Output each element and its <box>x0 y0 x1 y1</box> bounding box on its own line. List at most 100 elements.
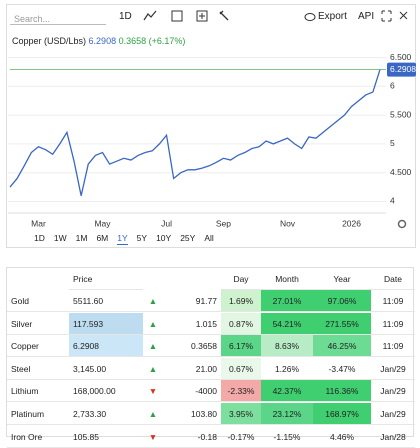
table-cell: 42.37% <box>261 380 313 403</box>
range-button[interactable]: 10Y <box>156 233 172 243</box>
range-button[interactable]: 1W <box>53 233 67 243</box>
table-cell: Jan/29 <box>371 403 415 425</box>
row-label: Iron Ore <box>7 426 69 448</box>
fullscreen-icon[interactable] <box>381 10 392 22</box>
x-tick-label: Mar <box>31 218 46 228</box>
calendar-icon[interactable] <box>171 10 183 22</box>
down-arrow: ▼ <box>143 380 163 403</box>
window-icons <box>381 10 408 22</box>
y-tick-label: 4 <box>390 196 395 206</box>
table-cell: 54.21% <box>261 312 313 335</box>
toolbar-icons <box>143 10 229 22</box>
table-cell: 116.36% <box>313 380 371 403</box>
row-label: Lithium <box>7 380 69 403</box>
quote-last: 6.2908 <box>88 36 117 46</box>
table-cell: 6.2908 <box>69 335 143 358</box>
last-price-tag <box>387 62 416 77</box>
row-label: Platinum <box>7 403 69 425</box>
row-label: Silver <box>7 313 69 335</box>
table-cell: Jan/29 <box>371 358 415 380</box>
table-cell: 91.77 <box>163 290 221 312</box>
range-button[interactable]: 1Y <box>117 233 128 245</box>
table-cell: 168,000.00 <box>69 380 143 403</box>
quote-change-pct: (+6.17%) <box>148 36 186 46</box>
y-tick-label: 5 <box>390 138 395 148</box>
table-cell: -1.15% <box>261 426 313 448</box>
export-icon <box>304 13 316 21</box>
table-cell: Jan/28 <box>371 426 415 448</box>
table-cell: 0.87% <box>221 312 261 335</box>
table-cell: Jan/29 <box>371 380 415 403</box>
x-tick-label: Jul <box>161 218 172 228</box>
export-button[interactable]: Export <box>318 11 347 22</box>
x-tick-label: Nov <box>280 218 296 228</box>
search-box[interactable]: Search... <box>10 9 106 25</box>
table-cell: 105.85 <box>69 426 143 448</box>
settings-icon[interactable] <box>397 219 407 229</box>
tools-icon[interactable] <box>219 10 229 21</box>
range-button[interactable]: 6M <box>96 233 109 243</box>
x-tick-label: Sep <box>216 218 231 228</box>
range-bar: 1D 1W 1M 6M 1Y 5Y 10Y 25Y All <box>34 233 223 245</box>
add-icon-plus <box>199 13 205 19</box>
chart: 4 4.500 5 5.500 6 6.500 Mar May Jul Sep Nov 2026 6.2… <box>8 52 416 229</box>
close-icon[interactable] <box>399 11 408 20</box>
table-cell: 11:09 <box>371 290 415 312</box>
table-cell: 27.01% <box>261 290 313 312</box>
table-cell: -0.17% <box>221 426 261 448</box>
table-cell: 3.95% <box>221 403 261 425</box>
last-price-label: 6.2908 <box>390 64 416 74</box>
table-cell: 0.67% <box>221 357 261 380</box>
up-arrow: ▲ <box>143 313 163 335</box>
table-cell: 11:09 <box>371 313 415 335</box>
table-cell: 5511.60 <box>69 290 143 312</box>
table-cell: 4.46% <box>313 426 371 448</box>
table-cell: 8.63% <box>261 335 313 358</box>
table-cell: 0.3658 <box>163 335 221 358</box>
range-button[interactable]: 1D <box>34 233 45 243</box>
range-button[interactable]: 25Y <box>180 233 196 243</box>
quote-header: Copper (USD/Lbs) 6.2908 0.3658 (+6.17%) <box>12 36 185 46</box>
column-header: Month <box>261 268 313 290</box>
table-cell: 1.69% <box>221 290 261 312</box>
table-cell: 11:09 <box>371 335 415 358</box>
range-button[interactable]: 1M <box>75 233 88 243</box>
row-label: Steel <box>7 358 69 380</box>
table-cell: 46.25% <box>313 335 371 358</box>
interval-button[interactable]: 1D <box>119 11 132 22</box>
range-button[interactable]: 5Y <box>136 233 148 243</box>
table-cell: 2,733.30 <box>69 403 143 425</box>
search-placeholder: Search... <box>14 14 51 24</box>
table-cell: 117.593 <box>69 312 143 335</box>
table-cell: -2.33% <box>221 380 261 403</box>
table-cell: 23.12% <box>261 403 313 425</box>
column-header: Date <box>371 268 415 290</box>
table-cell: 21.00 <box>163 358 221 380</box>
up-arrow: ▲ <box>143 290 163 312</box>
quote-change: 0.3658 <box>118 36 147 46</box>
y-tick-label: 4.500 <box>390 167 412 177</box>
table-cell: -0.18 <box>163 426 221 448</box>
x-tick-label: May <box>94 218 111 228</box>
up-arrow: ▲ <box>143 403 163 425</box>
table-cell: 1.015 <box>163 313 221 335</box>
range-button[interactable]: All <box>204 233 214 243</box>
row-label: Gold <box>7 290 69 312</box>
price-line <box>9 69 381 196</box>
api-button[interactable]: API <box>358 11 375 22</box>
table-cell: 97.06% <box>313 290 371 312</box>
line-icon[interactable] <box>143 10 157 21</box>
y-tick-label: 6 <box>390 81 395 91</box>
quotes-table: Price Day Month Year Date Gold 5511.60 91.77 1.6… <box>6 267 415 448</box>
table-cell: 271.55% <box>313 312 371 335</box>
table-cell: 103.80 <box>163 403 221 425</box>
table-cell: 6.17% <box>221 335 261 358</box>
add-icon[interactable] <box>196 10 208 22</box>
quote-name: Copper (USD/Lbs) <box>12 36 87 46</box>
up-arrow: ▲ <box>143 335 163 358</box>
x-tick-label: 2026 <box>342 218 361 228</box>
column-header: Year <box>313 268 371 290</box>
up-arrow: ▲ <box>143 358 163 380</box>
table-cell: 1.26% <box>261 358 313 380</box>
table-cell: -3.47% <box>313 358 371 380</box>
